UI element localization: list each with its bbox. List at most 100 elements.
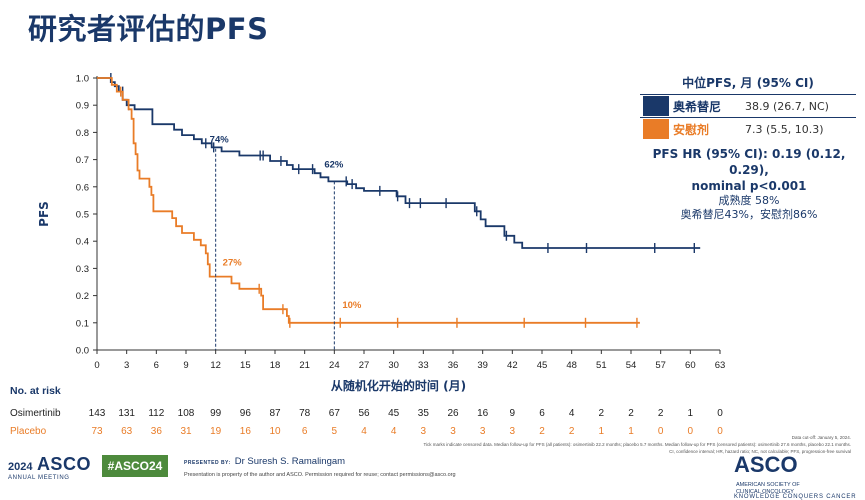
- at-risk-count: 3: [450, 426, 456, 437]
- x-tick-label: 57: [655, 360, 666, 371]
- at-risk-count: 78: [299, 408, 311, 419]
- presenter-name: Dr Suresh S. Ramalingam: [234, 456, 346, 467]
- at-risk-count: 4: [361, 426, 367, 437]
- footnotes: Data cut-off: January 5, 2024. Tick mark…: [423, 434, 851, 455]
- x-tick-label: 33: [418, 360, 429, 371]
- at-risk-count: 99: [210, 408, 222, 419]
- landmark-label-osimertinib-12: 74%: [210, 135, 230, 146]
- maturity: 成熟度 58%: [718, 194, 780, 207]
- x-tick-label: 15: [240, 360, 251, 371]
- x-tick-label: 39: [477, 360, 488, 371]
- x-tick-label: 63: [715, 360, 726, 371]
- asco-logo-text: ASCO: [734, 452, 798, 477]
- society-line1: AMERICAN SOCIETY OF: [736, 482, 800, 488]
- at-risk-count: 31: [180, 426, 192, 437]
- x-tick-label: 21: [299, 360, 310, 371]
- x-tick-label: 42: [507, 360, 518, 371]
- at-risk-count: 4: [569, 408, 575, 419]
- p-value: nominal p<0.001: [691, 179, 807, 193]
- at-risk-count: 56: [358, 408, 370, 419]
- legend-value: 38.9 (26.7, NC): [745, 99, 829, 113]
- x-tick-label: 60: [685, 360, 696, 371]
- x-tick-label: 12: [210, 360, 221, 371]
- at-risk-count: 96: [240, 408, 252, 419]
- asco-society-logo: ASCO AMERICAN SOCIETY OF CLINICAL ONCOLOG…: [734, 452, 865, 500]
- legend-row-placebo: 安慰剂 7.3 (5.5, 10.3): [640, 118, 856, 140]
- data-cutoff: Data cut-off: January 5, 2024.: [791, 435, 851, 440]
- at-risk-row-label: Placebo: [10, 426, 47, 437]
- presented-by-label: PRESENTED BY:: [184, 460, 231, 466]
- y-tick-label: 0.0: [76, 346, 89, 357]
- x-tick-label: 6: [154, 360, 159, 371]
- y-tick-label: 0.8: [76, 128, 89, 139]
- asco-annual-meeting-logo: 2024 ASCO ANNUAL MEETING: [8, 454, 91, 481]
- at-risk-count: 16: [240, 426, 252, 437]
- x-tick-label: 51: [596, 360, 607, 371]
- at-risk-count: 3: [510, 426, 516, 437]
- at-risk-count: 26: [447, 408, 459, 419]
- y-tick-label: 0.9: [76, 101, 89, 112]
- at-risk-count: 2: [658, 408, 664, 419]
- landmark-label-osimertinib-24: 62%: [324, 159, 344, 170]
- y-tick-label: 0.6: [76, 182, 89, 193]
- at-risk-count: 6: [539, 408, 545, 419]
- presenter-line: PRESENTED BY: Dr Suresh S. Ramalingam: [184, 456, 345, 467]
- copyright-notice: Presentation is property of the author a…: [184, 472, 456, 478]
- at-risk-count: 0: [717, 408, 723, 419]
- at-risk-count: 45: [388, 408, 400, 419]
- at-risk-count: 6: [302, 426, 308, 437]
- at-risk-count: 2: [569, 426, 575, 437]
- at-risk-count: 2: [539, 426, 545, 437]
- y-tick-label: 0.5: [76, 210, 89, 221]
- at-risk-count: 5: [332, 426, 338, 437]
- x-tick-label: 30: [388, 360, 399, 371]
- at-risk-count: 67: [329, 408, 341, 419]
- y-axis-label: PFS: [37, 201, 51, 227]
- maturity-by-arm: 奥希替尼43%，安慰剂86%: [680, 208, 818, 221]
- legend-name: 奥希替尼: [673, 99, 722, 114]
- hr-line: PFS HR (95% CI): 0.19 (0.12, 0.29),: [652, 147, 846, 177]
- y-tick-label: 1.0: [76, 74, 89, 85]
- legend-swatch-osimertinib: [643, 96, 669, 116]
- x-tick-label: 3: [124, 360, 129, 371]
- at-risk-count: 63: [121, 426, 133, 437]
- median-pfs-legend: 中位PFS, 月 (95% CI) 奥希替尼 38.9 (26.7, NC) 安…: [640, 74, 856, 140]
- asco-wordmark: ASCO: [36, 454, 91, 474]
- at-risk-count: 3: [421, 426, 427, 437]
- x-tick-label: 27: [359, 360, 370, 371]
- at-risk-count: 1: [628, 426, 634, 437]
- at-risk-count: 1: [688, 408, 694, 419]
- landmark-label-placebo-12: 27%: [223, 258, 243, 269]
- asco-tagline: KNOWLEDGE CONQUERS CANCER: [734, 494, 857, 500]
- at-risk-count: 19: [210, 426, 222, 437]
- footnote-followup: Tick marks indicate censored data. Media…: [423, 442, 851, 447]
- at-risk-row-label: Osimertinib: [10, 408, 61, 419]
- y-tick-label: 0.2: [76, 291, 89, 302]
- at-risk-count: 131: [118, 408, 135, 419]
- x-tick-label: 18: [270, 360, 281, 371]
- at-risk-count: 0: [688, 426, 694, 437]
- x-tick-label: 9: [183, 360, 188, 371]
- x-tick-label: 36: [448, 360, 459, 371]
- at-risk-count: 0: [717, 426, 723, 437]
- legend-value: 7.3 (5.5, 10.3): [745, 122, 824, 136]
- legend-name: 安慰剂: [673, 122, 710, 137]
- km-chart: 0.00.10.20.30.40.50.60.70.80.91.00 3 6 9 12 1…: [10, 73, 726, 437]
- at-risk-count: 9: [510, 408, 516, 419]
- x-tick-label: 48: [566, 360, 577, 371]
- legend-divider: [640, 117, 856, 118]
- at-risk-count: 112: [148, 408, 164, 419]
- at-risk-count: 36: [151, 426, 163, 437]
- x-tick-label: 45: [537, 360, 548, 371]
- landmark-label-placebo-24: 10%: [342, 300, 362, 311]
- at-risk-count: 3: [480, 426, 486, 437]
- at-risk-count: 108: [178, 408, 195, 419]
- y-tick-label: 0.7: [76, 155, 89, 166]
- page-title: 研究者评估的PFS: [28, 12, 269, 46]
- annual-meeting-label: ANNUAL MEETING: [8, 475, 70, 481]
- x-axis-label: 从随机化开始的时间 (月): [331, 378, 466, 393]
- legend-swatch-placebo: [643, 119, 669, 139]
- x-tick-label: 24: [329, 360, 340, 371]
- y-tick-label: 0.4: [76, 237, 89, 248]
- at-risk-heading: No. at risk: [10, 385, 61, 397]
